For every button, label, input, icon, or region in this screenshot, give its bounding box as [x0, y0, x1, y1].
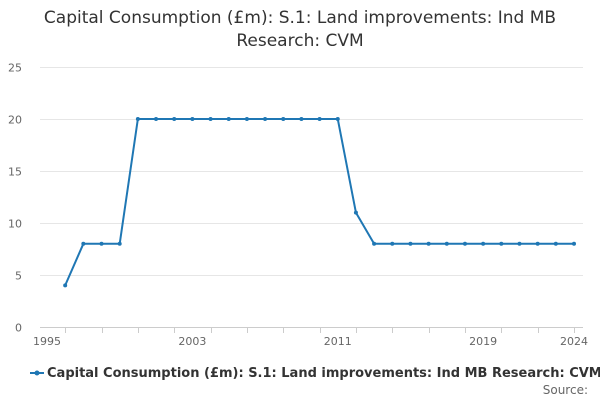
- data-point[interactable]: [372, 241, 377, 246]
- data-point[interactable]: [553, 241, 558, 246]
- y-tick-label: 20: [8, 114, 22, 127]
- legend-marker-swatch: [34, 370, 40, 376]
- x-tick-label: 2024: [560, 335, 588, 348]
- legend[interactable]: Capital Consumption (£m): S.1: Land impr…: [30, 366, 600, 381]
- y-tick-label: 0: [15, 322, 22, 335]
- data-point[interactable]: [535, 241, 540, 246]
- series-group: [63, 117, 576, 288]
- data-point[interactable]: [426, 241, 431, 246]
- y-tick-label: 5: [15, 270, 22, 283]
- data-point[interactable]: [154, 117, 159, 121]
- chart-title-line-2: Research: CVM: [236, 31, 363, 51]
- data-point[interactable]: [335, 117, 340, 121]
- data-point[interactable]: [390, 241, 395, 246]
- data-point[interactable]: [81, 241, 86, 246]
- data-point[interactable]: [190, 117, 195, 121]
- legend-label: Capital Consumption (£m): S.1: Land impr…: [47, 366, 600, 381]
- data-point[interactable]: [462, 241, 467, 246]
- x-tick-label: 2003: [178, 335, 206, 348]
- data-point[interactable]: [444, 241, 449, 246]
- x-tick-label: 1995: [33, 335, 61, 348]
- data-point[interactable]: [135, 117, 140, 121]
- data-point[interactable]: [208, 117, 213, 121]
- y-tick-label: 10: [8, 218, 22, 231]
- data-point[interactable]: [281, 117, 286, 121]
- data-point[interactable]: [481, 241, 486, 246]
- y-axis: 0 5 10 15 20 25: [8, 62, 22, 335]
- data-point[interactable]: [408, 241, 413, 246]
- data-point[interactable]: [517, 241, 522, 246]
- source-label: Source:: [543, 383, 588, 397]
- y-tick-label: 15: [8, 166, 22, 179]
- data-point[interactable]: [99, 241, 104, 246]
- data-point[interactable]: [244, 117, 249, 121]
- data-point[interactable]: [117, 241, 122, 246]
- series-line-0: [64, 118, 574, 286]
- x-axis-ticks: 1995 2003 2011 2019 2024: [33, 327, 588, 348]
- x-tick-label: 2011: [324, 335, 352, 348]
- data-point[interactable]: [499, 241, 504, 246]
- data-point[interactable]: [299, 117, 304, 121]
- data-point[interactable]: [226, 117, 231, 121]
- chart-title-line-1: Capital Consumption (£m): S.1: Land impr…: [44, 8, 556, 28]
- data-point[interactable]: [572, 241, 576, 246]
- x-tick-label: 2019: [469, 335, 497, 348]
- data-point[interactable]: [317, 117, 322, 121]
- data-point[interactable]: [263, 117, 268, 121]
- data-point[interactable]: [63, 283, 68, 288]
- y-tick-label: 25: [8, 62, 22, 75]
- data-point[interactable]: [353, 210, 358, 215]
- data-point[interactable]: [172, 117, 177, 121]
